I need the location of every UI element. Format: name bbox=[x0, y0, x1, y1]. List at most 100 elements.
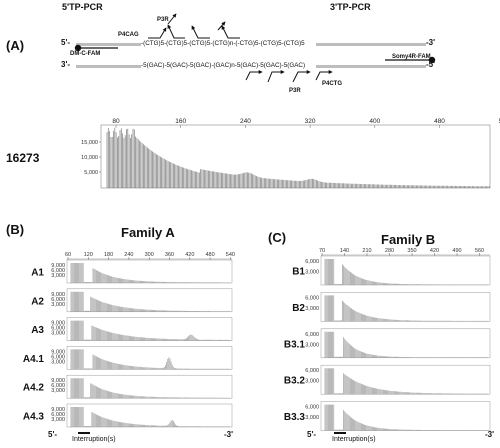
primer-dm-c-fam: DM-C-FAM bbox=[70, 51, 101, 57]
dm-c-fam-primer bbox=[74, 44, 118, 52]
row-label-b3-3: B3.3 bbox=[284, 412, 306, 423]
y-tick-label: 3,000 bbox=[305, 342, 319, 348]
p4ctg-arrow bbox=[315, 70, 333, 81]
y-tick-label: 10,000 bbox=[81, 155, 98, 161]
family-a-3prime: -3' bbox=[224, 430, 234, 439]
y-tick-label: 3,000 bbox=[51, 417, 65, 423]
row-label-a4-2: A4.2 bbox=[23, 383, 45, 394]
y-tick-label: 3,000 bbox=[51, 359, 65, 365]
y-tick-label: 9,000 bbox=[51, 263, 65, 269]
primer-p3r-top: P3R bbox=[157, 17, 169, 23]
y-tick-label: 6,000 bbox=[305, 332, 319, 338]
x-tick-label: 350 bbox=[407, 248, 416, 254]
y-tick-label: 6,000 bbox=[51, 354, 65, 360]
family-b-3prime: -3' bbox=[485, 430, 495, 439]
family-b-title: Family B bbox=[381, 232, 436, 247]
x-tick-label: 180 bbox=[104, 252, 113, 258]
y-tick-label: 9,000 bbox=[51, 349, 65, 355]
y-tick-label: 3,000 bbox=[51, 273, 65, 279]
family-b-interruption-bar bbox=[334, 432, 346, 434]
primer-arrows bbox=[74, 13, 436, 83]
trace-frame bbox=[320, 255, 491, 286]
trace-peaks bbox=[324, 368, 489, 395]
y-tick-label: 3,000 bbox=[51, 388, 65, 394]
y-tick-label: 3,000 bbox=[51, 331, 65, 337]
bottom-arrow-1 bbox=[245, 70, 263, 81]
y-tick-label: 9,000 bbox=[51, 407, 65, 413]
y-tick-label: 6,000 bbox=[305, 405, 319, 411]
panel-a-label: (A) bbox=[6, 38, 25, 53]
top-strand-3prime: -3' bbox=[426, 38, 436, 47]
y-tick-label: 3,000 bbox=[305, 306, 319, 312]
x-tick-label: 160 bbox=[175, 118, 186, 125]
top-strand-line-right bbox=[316, 43, 426, 46]
y-tick-label: 6,000 bbox=[51, 383, 65, 389]
trace-peaks bbox=[70, 349, 230, 370]
x-tick-label: 280 bbox=[385, 248, 394, 254]
panel-c-label: (C) bbox=[268, 230, 287, 245]
trace-frame bbox=[320, 292, 491, 322]
p4cag-arrow bbox=[148, 27, 167, 39]
trace-peaks bbox=[324, 259, 489, 285]
x-tick-label: 360 bbox=[165, 252, 174, 258]
y-tick-label: 6,000 bbox=[51, 297, 65, 303]
trace-peaks bbox=[70, 320, 230, 341]
y-tick-label: 15,000 bbox=[81, 140, 98, 146]
x-tick-label: 400 bbox=[369, 118, 380, 125]
y-tick-label: 3,000 bbox=[305, 270, 319, 276]
family-a-title: Family A bbox=[121, 225, 175, 240]
top-arrow-3 bbox=[191, 25, 210, 39]
bottom-strand-line-right bbox=[316, 65, 426, 68]
bottom-strand-line-left bbox=[76, 65, 141, 68]
bottom-strand-5prime: -5' bbox=[426, 60, 436, 69]
trace-peaks bbox=[324, 331, 489, 358]
y-tick-label: 6,000 bbox=[51, 268, 65, 274]
y-tick-label: 3,000 bbox=[305, 379, 319, 385]
y-tick-label: 9,000 bbox=[51, 378, 65, 384]
top-arrow-2 bbox=[167, 24, 185, 39]
row-label-a4-3: A4.3 bbox=[23, 412, 45, 423]
y-tick-label: 5,000 bbox=[84, 170, 98, 176]
primer-p4cag: P4CAG bbox=[118, 32, 139, 38]
bottom-arrow-3 bbox=[292, 70, 311, 83]
y-tick-label: 3,000 bbox=[305, 415, 319, 421]
trace-peaks bbox=[70, 263, 230, 283]
x-tick-label: 240 bbox=[240, 118, 251, 125]
x-tick-label: 60 bbox=[65, 252, 71, 258]
trace-frame bbox=[320, 328, 491, 359]
header-3tp-pcr: 3'TP-PCR bbox=[330, 2, 371, 12]
trace-peaks bbox=[70, 291, 230, 312]
x-tick-label: 70 bbox=[319, 248, 325, 254]
trace-peaks bbox=[70, 378, 230, 399]
y-tick-label: 6,000 bbox=[51, 412, 65, 418]
y-tick-label: 6,000 bbox=[305, 259, 319, 265]
row-label-b3-1: B3.1 bbox=[284, 339, 306, 350]
y-tick-label: 3,000 bbox=[51, 302, 65, 308]
trace-peaks bbox=[70, 407, 230, 427]
trace-peaks bbox=[324, 404, 489, 431]
bottom-primer-arrows bbox=[245, 70, 333, 83]
x-tick-label: 420 bbox=[185, 252, 194, 258]
y-tick-label: 9,000 bbox=[51, 292, 65, 298]
x-tick-label: 140 bbox=[340, 248, 349, 254]
sample-id-16273: 16273 bbox=[6, 151, 40, 165]
family-a-5prime: 5'- bbox=[48, 430, 58, 439]
x-tick-label: 80 bbox=[112, 118, 120, 125]
x-tick-label: 490 bbox=[452, 248, 461, 254]
row-label-a4-1: A4.1 bbox=[23, 354, 45, 365]
x-tick-label: 320 bbox=[305, 118, 316, 125]
top-strand-line-left bbox=[76, 43, 141, 46]
bottom-arrow-2 bbox=[267, 70, 285, 83]
somy4r-primer bbox=[385, 56, 436, 64]
x-tick-label: 120 bbox=[84, 252, 93, 258]
top-arrow-5 bbox=[217, 21, 226, 31]
peaks-16273 bbox=[106, 128, 490, 188]
row-label-b1: B1 bbox=[292, 267, 305, 278]
row-label-b3-2: B3.2 bbox=[284, 376, 306, 387]
x-tick-label: 560 bbox=[475, 248, 484, 254]
primer-somy4r-fam: Somy4R-FAM bbox=[392, 54, 431, 60]
row-label-a1: A1 bbox=[31, 268, 44, 279]
electropherogram-16273: 80 160 240 320 400 480 560 15,000 10,000 5,000 bbox=[81, 118, 500, 189]
